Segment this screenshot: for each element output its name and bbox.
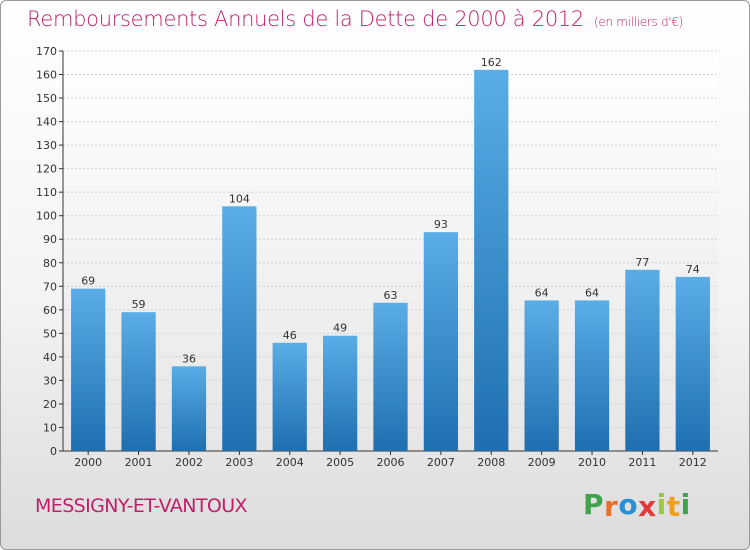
- x-tick-label: 2002: [175, 456, 203, 469]
- data-label-2004: 46: [283, 329, 297, 342]
- y-tick-label: 70: [43, 280, 57, 293]
- bar-2004: [272, 342, 307, 451]
- chart-title-text: Remboursements Annuels de la Dette de 20…: [27, 7, 584, 31]
- bar-2000: [71, 288, 106, 451]
- x-tick-label: 2010: [578, 456, 606, 469]
- y-tick-label: 60: [43, 304, 57, 317]
- data-label-2008: 162: [481, 56, 502, 69]
- bar-2007: [423, 232, 459, 451]
- bar-2005: [322, 335, 358, 451]
- bar-2002: [171, 366, 207, 451]
- bar-2010: [574, 300, 610, 451]
- data-label-2007: 93: [434, 218, 448, 231]
- y-tick-label: 170: [36, 45, 57, 58]
- data-label-2009: 64: [535, 286, 549, 299]
- chart-title: Remboursements Annuels de la Dette de 20…: [27, 7, 683, 31]
- y-tick-label: 80: [43, 257, 57, 270]
- y-tick-label: 90: [43, 233, 57, 246]
- data-label-2010: 64: [585, 286, 599, 299]
- data-label-2002: 36: [182, 352, 196, 365]
- x-tick-label: 2009: [528, 456, 556, 469]
- data-label-2011: 77: [635, 256, 649, 269]
- x-tick-label: 2006: [377, 456, 405, 469]
- x-tick-label: 2007: [427, 456, 455, 469]
- x-tick-label: 2005: [326, 456, 354, 469]
- logo-letter: i: [656, 488, 667, 521]
- x-tick-label: 2012: [679, 456, 707, 469]
- logo-letter: t: [666, 490, 681, 523]
- bar-2009: [524, 300, 559, 451]
- logo-letter: i: [680, 488, 691, 521]
- data-label-2005: 49: [333, 322, 347, 335]
- y-tick-label: 10: [43, 421, 57, 434]
- y-tick-label: 30: [43, 374, 57, 387]
- data-label-2003: 104: [229, 192, 250, 205]
- bar-2006: [373, 302, 408, 451]
- chart-subtitle: (en milliers d'€): [594, 15, 684, 29]
- commune-name: MESSIGNY-ET-VANTOUX: [35, 495, 248, 517]
- x-tick-label: 2001: [125, 456, 153, 469]
- x-tick-label: 2003: [225, 456, 253, 469]
- bar-2001: [121, 312, 156, 451]
- logo-letter: x: [638, 490, 657, 523]
- data-label-2012: 74: [686, 263, 700, 276]
- data-label-2000: 69: [81, 275, 95, 288]
- x-tick-label: 2011: [628, 456, 656, 469]
- y-tick-label: 140: [36, 116, 57, 129]
- logo-letter: o: [618, 488, 639, 521]
- y-tick-label: 150: [36, 92, 57, 105]
- bar-2003: [222, 206, 257, 451]
- y-tick-label: 110: [36, 186, 57, 199]
- y-tick-label: 100: [36, 210, 57, 223]
- x-tick-label: 2008: [477, 456, 505, 469]
- x-tick-label: 2000: [74, 456, 102, 469]
- y-tick-label: 120: [36, 163, 57, 176]
- bar-2008: [474, 69, 509, 451]
- data-label-2006: 63: [384, 289, 398, 302]
- x-tick-label: 2004: [276, 456, 304, 469]
- proxiti-logo: Proxiti: [583, 488, 691, 523]
- bar-2012: [675, 276, 710, 451]
- y-tick-label: 20: [43, 398, 57, 411]
- logo-letter: P: [583, 488, 605, 521]
- bar-2011: [625, 269, 660, 451]
- y-tick-label: 50: [43, 327, 57, 340]
- y-tick-label: 0: [50, 445, 57, 458]
- logo-letter: r: [604, 490, 619, 523]
- y-tick-label: 160: [36, 69, 57, 82]
- y-tick-label: 40: [43, 351, 57, 364]
- y-tick-label: 130: [36, 139, 57, 152]
- data-label-2001: 59: [132, 298, 146, 311]
